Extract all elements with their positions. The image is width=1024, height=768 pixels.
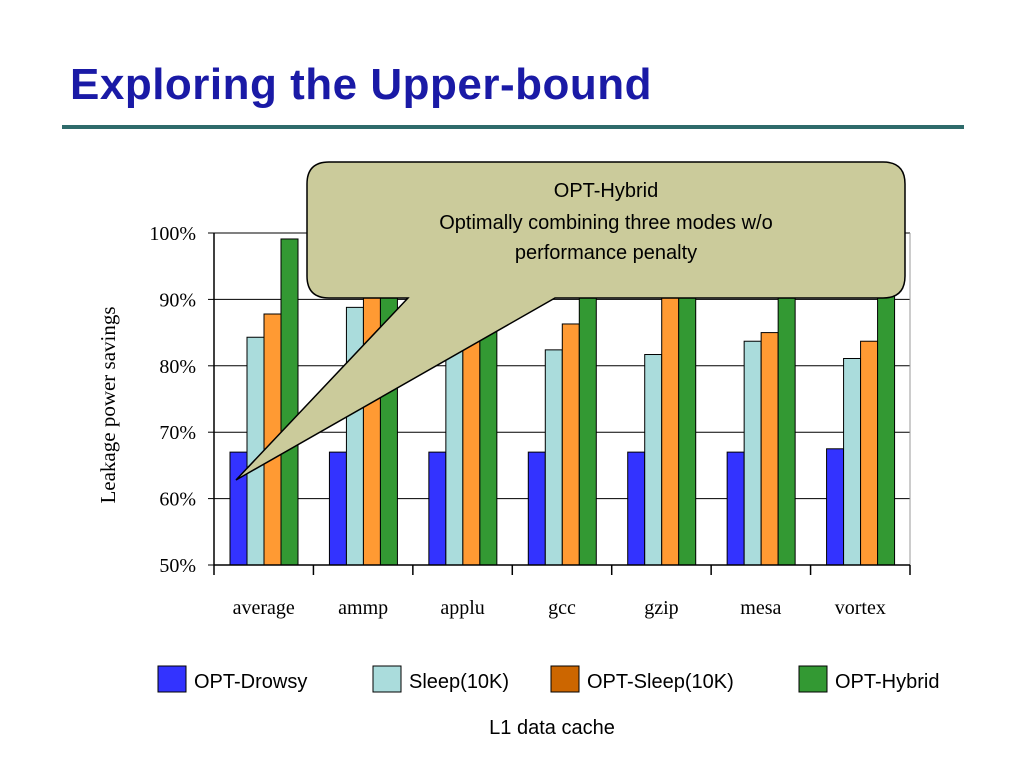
x-tick-label: vortex xyxy=(835,597,886,619)
title-divider xyxy=(62,125,964,129)
bar-opt-hybrid-average xyxy=(280,238,299,566)
chart-tick-labels: 50% 60% 70% 80% 90% 100% average ammp applu gcc gz… xyxy=(149,223,886,619)
x-tick-label: applu xyxy=(440,597,484,619)
x-tick-label: gcc xyxy=(548,597,576,619)
chart-axes xyxy=(208,232,911,575)
legend-swatch-opt-sleep-10k- xyxy=(550,665,580,693)
x-tick-label: gzip xyxy=(644,597,678,619)
bar-sleep-10k--ammp xyxy=(345,306,364,566)
bar-sleep-10k--vortex xyxy=(843,357,862,566)
bar-opt-drowsy-mesa xyxy=(726,451,745,566)
bar-sleep-10k--gcc xyxy=(544,349,563,566)
legend-swatch-sleep-10k- xyxy=(372,665,402,693)
chart-caption: L1 data cache xyxy=(489,717,615,739)
callout-shape xyxy=(235,161,906,481)
bar-opt-drowsy-gzip xyxy=(627,451,646,566)
x-tick-label: mesa xyxy=(740,597,781,619)
bar-sleep-10k--average xyxy=(246,336,265,566)
legend-swatch-opt-hybrid xyxy=(798,665,828,693)
bar-opt-sleep-10k--ammp xyxy=(362,284,381,566)
callout-balloon: OPT-Hybrid Optimally combining three mod… xyxy=(235,161,906,481)
callout-line-3: performance penalty xyxy=(515,242,697,264)
bar-opt-drowsy-gcc xyxy=(527,451,546,566)
y-tick-label: 70% xyxy=(159,422,196,444)
bar-opt-drowsy-ammp xyxy=(328,451,347,566)
bar-opt-drowsy-vortex xyxy=(826,448,845,566)
bar-opt-drowsy-average xyxy=(229,451,248,566)
bar-opt-drowsy-applu xyxy=(428,451,447,566)
y-tick-label: 60% xyxy=(159,489,196,511)
legend-label: OPT-Sleep(10K) xyxy=(587,671,734,693)
bar-sleep-10k--mesa xyxy=(743,340,762,566)
callout-line-2: Optimally combining three modes w/o xyxy=(439,212,772,234)
y-tick-label: 50% xyxy=(159,555,196,577)
legend-swatch-opt-drowsy xyxy=(157,665,187,693)
bar-sleep-10k--gzip xyxy=(644,354,663,566)
x-tick-label: ammp xyxy=(338,597,388,619)
legend-label: Sleep(10K) xyxy=(409,671,509,693)
bar-opt-sleep-10k--gzip xyxy=(661,289,680,566)
bar-opt-sleep-10k--gcc xyxy=(561,323,580,566)
callout-title: OPT-Hybrid xyxy=(554,180,658,202)
bar-opt-sleep-10k--vortex xyxy=(860,340,879,566)
y-tick-label: 90% xyxy=(159,289,196,311)
y-axis-label: Leakage power savings xyxy=(96,306,120,503)
y-tick-label: 80% xyxy=(159,356,196,378)
legend-label: OPT-Drowsy xyxy=(194,671,307,693)
bar-opt-sleep-10k--mesa xyxy=(760,332,779,566)
x-tick-label: average xyxy=(233,597,295,619)
y-tick-label: 100% xyxy=(149,223,196,245)
legend-label: OPT-Hybrid xyxy=(835,671,939,693)
bar-sleep-10k--applu xyxy=(445,323,464,566)
chart-legend: OPT-Drowsy Sleep(10K) OPT-Sleep(10K) OPT-Hy… xyxy=(157,665,939,693)
chart-bars xyxy=(229,235,896,566)
slide-title: Exploring the Upper-bound xyxy=(70,60,653,109)
